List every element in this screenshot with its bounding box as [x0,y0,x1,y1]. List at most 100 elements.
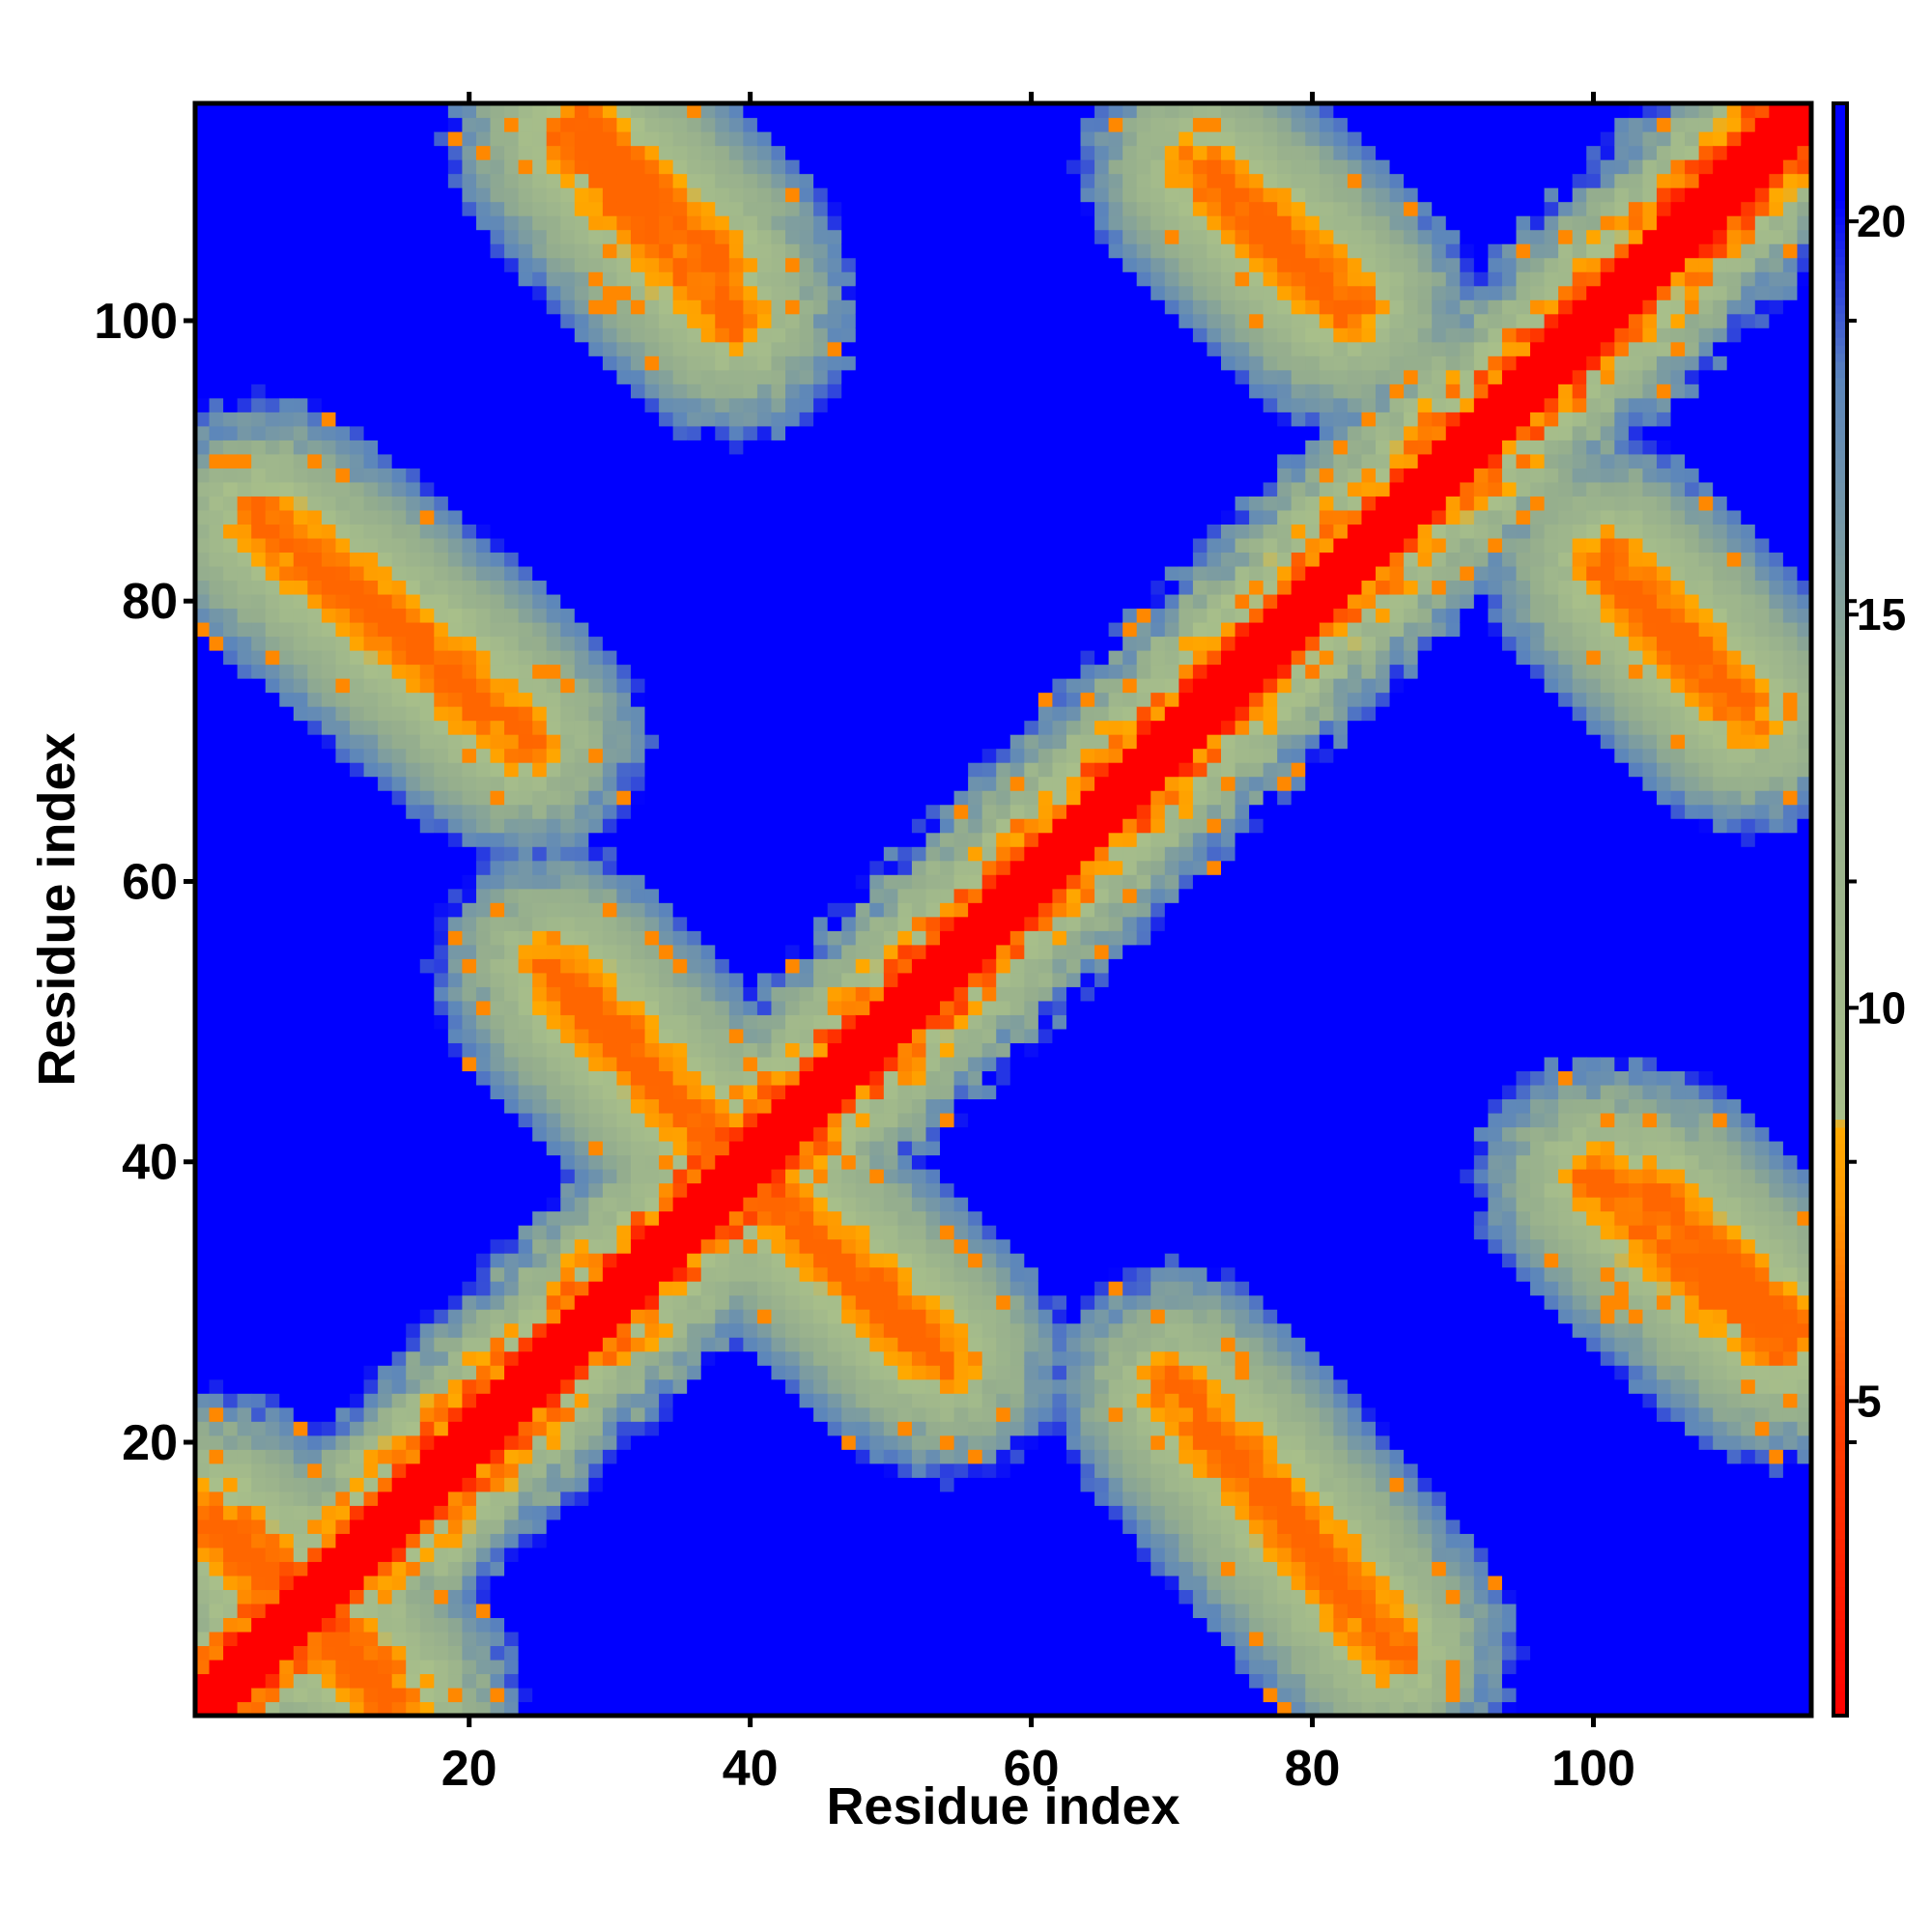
heatmap-cell [223,1253,239,1268]
heatmap-cell [447,1028,464,1043]
heatmap-cell [616,299,632,315]
heatmap-cell [560,440,576,455]
heatmap-cell [771,537,786,554]
heatmap-cell [462,650,477,666]
heatmap-cell [434,846,449,862]
heatmap-cell [490,1014,505,1030]
heatmap-cell [602,1042,618,1058]
heatmap-cell [588,537,604,554]
heatmap-cell [350,496,365,511]
heatmap-cell [350,1281,365,1296]
heatmap-cell [363,412,379,427]
heatmap-cell [475,1378,492,1394]
heatmap-cell [475,888,492,903]
heatmap-cell [378,818,393,834]
heatmap-cell [378,1225,393,1240]
heatmap-cell [687,1168,702,1184]
heatmap-cell [560,299,576,315]
heatmap-cell [378,706,393,722]
heatmap-cell [743,1575,758,1590]
heatmap-cell [419,636,435,651]
heatmap-cell [616,117,632,132]
heatmap-cell [771,621,786,638]
heatmap-cell [378,215,393,231]
heatmap-cell [532,1070,548,1086]
heatmap-cell [700,1000,716,1015]
heatmap-cell [251,1168,267,1184]
heatmap-cell [419,720,435,735]
heatmap-cell [518,986,533,1002]
heatmap-cell [363,243,379,259]
heatmap-cell [644,944,660,959]
heatmap-cell [644,481,660,497]
heatmap-cell [560,1547,576,1562]
heatmap-cell [532,384,548,399]
heatmap-cell [504,692,520,707]
heatmap-cell [209,804,224,819]
heatmap-cell [546,888,561,903]
heatmap-cell [743,706,758,722]
heatmap-cell [616,1182,632,1198]
heatmap-cell [574,1575,589,1590]
heatmap-cell [462,804,477,819]
heatmap-cell [518,818,533,834]
heatmap-cell [293,1406,308,1422]
heatmap-cell [223,1421,239,1436]
heatmap-cell [672,1701,688,1717]
heatmap-cell [602,762,618,778]
heatmap-cell [209,1014,224,1030]
heatmap-cell [659,1673,674,1689]
heatmap-cell [504,804,520,819]
heatmap-cell [687,986,702,1002]
heatmap-cell [616,944,632,959]
heatmap-cell [532,804,548,819]
heatmap-cell [321,1687,337,1703]
heatmap-cell [756,229,773,244]
heatmap-cell [602,1000,618,1015]
heatmap-cell [223,537,239,554]
heatmap-cell [715,425,730,440]
heatmap-cell [419,1210,435,1226]
heatmap-cell [475,243,492,259]
heatmap-cell [335,692,351,707]
heatmap-cell [350,986,365,1002]
heatmap-cell [462,1350,477,1366]
heatmap-cell [785,271,801,287]
heatmap-cell [672,1140,688,1156]
heatmap-cell [335,608,351,623]
heatmap-cell [616,1701,632,1717]
heatmap-cell [785,341,801,356]
heatmap-cell [518,509,533,525]
heatmap-cell [462,229,477,244]
heatmap-cell [321,1238,337,1254]
heatmap-cell [672,846,688,862]
heatmap-cell [447,958,464,974]
heatmap-cell [475,201,492,216]
heatmap-cell [602,565,618,582]
heatmap-cell [687,1056,702,1071]
heatmap-cell [588,636,604,651]
heatmap-cell [265,1659,280,1675]
heatmap-cell [195,1505,211,1520]
heatmap-cell [687,1294,702,1310]
heatmap-cell [504,1028,520,1043]
heatmap-cell [546,1266,561,1282]
heatmap-cell [223,271,239,287]
heatmap-cell [251,580,267,595]
heatmap-cell [672,1056,688,1071]
heatmap-cell [756,860,773,875]
heatmap-cell [504,1070,520,1086]
heatmap-cell [335,776,351,791]
heatmap-cell [419,916,435,931]
heatmap-cell [687,944,702,959]
heatmap-cell [335,1056,351,1071]
heatmap-cell [785,131,801,147]
heatmap-cell [447,1238,464,1254]
heatmap-cell [630,888,646,903]
heatmap-cell [644,1154,660,1170]
heatmap-cell [265,496,280,511]
heatmap-cell [687,468,702,483]
heatmap-cell [223,1070,239,1086]
heatmap-cell [475,1617,492,1633]
heatmap-cell [672,440,688,455]
